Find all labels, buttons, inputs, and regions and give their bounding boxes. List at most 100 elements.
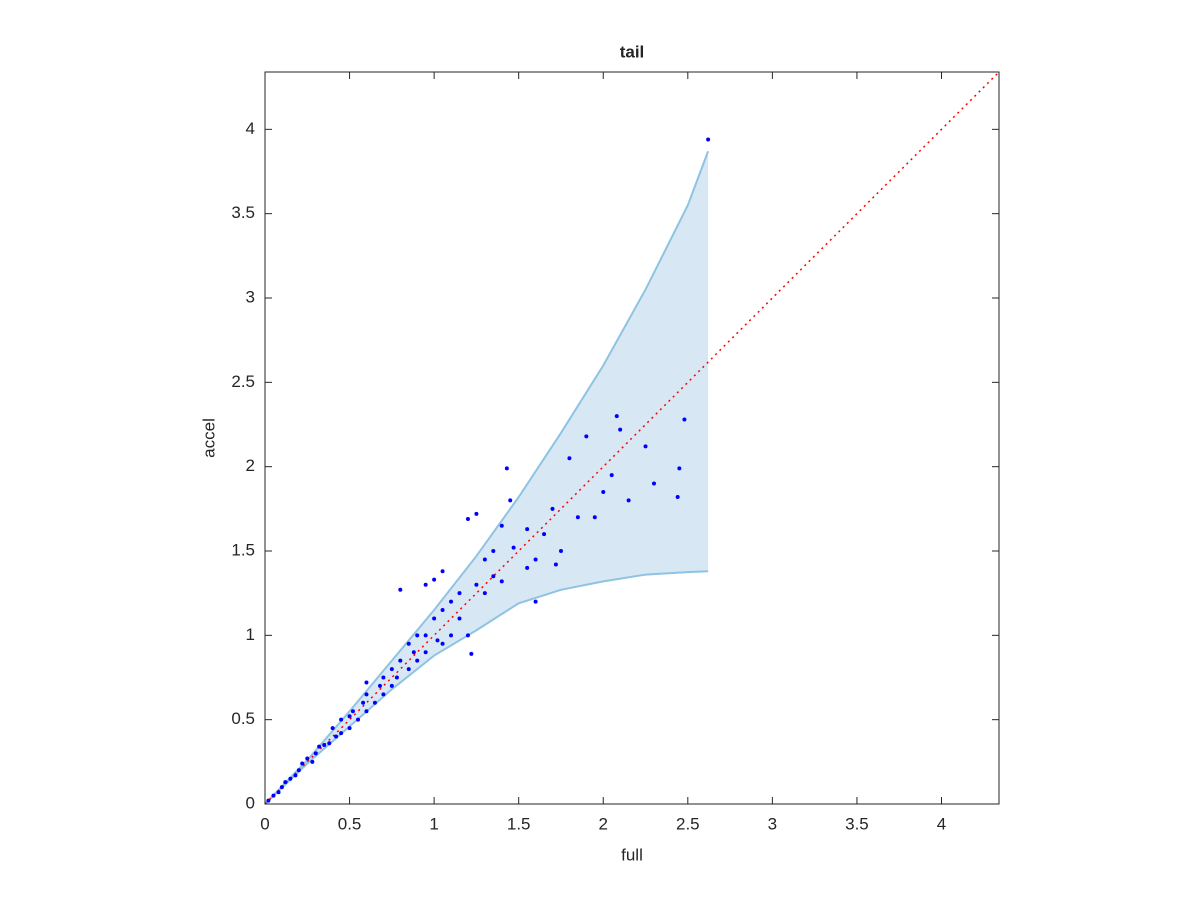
point xyxy=(288,776,293,781)
point xyxy=(423,633,428,638)
x-tick-label: 1.5 xyxy=(507,814,531,833)
point xyxy=(389,667,394,672)
point xyxy=(626,498,631,503)
point xyxy=(504,466,509,471)
axes-box xyxy=(264,71,1000,805)
point xyxy=(356,717,361,722)
x-tick-label: 0.5 xyxy=(338,814,362,833)
point xyxy=(279,785,284,790)
point xyxy=(542,532,547,537)
y-tick-label: 2.5 xyxy=(231,372,255,391)
point xyxy=(322,742,327,747)
point xyxy=(378,683,383,688)
point xyxy=(465,633,470,638)
point xyxy=(432,577,437,582)
point xyxy=(553,562,558,567)
point xyxy=(334,734,339,739)
point xyxy=(266,798,271,803)
chart-title: tail xyxy=(620,42,645,61)
point xyxy=(398,587,403,592)
point xyxy=(469,651,474,656)
point xyxy=(415,633,420,638)
point xyxy=(449,599,454,604)
point xyxy=(601,489,606,494)
point xyxy=(305,756,310,761)
point xyxy=(533,599,538,604)
point xyxy=(651,481,656,486)
y-tick-label: 3 xyxy=(246,287,255,306)
point xyxy=(491,549,496,554)
point xyxy=(423,582,428,587)
point xyxy=(440,641,445,646)
point xyxy=(499,523,504,528)
x-tick-label: 0 xyxy=(260,814,269,833)
point xyxy=(398,658,403,663)
point xyxy=(313,751,318,756)
y-tick-label: 0 xyxy=(246,793,255,812)
point xyxy=(465,516,470,521)
x-tick-label: 3 xyxy=(768,814,777,833)
x-tick-label: 2 xyxy=(599,814,608,833)
point xyxy=(440,608,445,613)
point xyxy=(643,444,648,449)
point xyxy=(575,515,580,520)
point xyxy=(558,549,563,554)
point xyxy=(271,793,276,798)
point xyxy=(381,675,386,680)
point xyxy=(533,557,538,562)
point xyxy=(300,761,305,766)
point xyxy=(614,414,619,419)
point xyxy=(406,641,411,646)
point xyxy=(432,616,437,621)
point xyxy=(411,650,416,655)
point xyxy=(592,515,597,520)
point xyxy=(364,709,369,714)
point xyxy=(339,731,344,736)
point xyxy=(457,616,462,621)
y-tick-label: 4 xyxy=(246,119,255,138)
point xyxy=(381,692,386,697)
x-tick-label: 1 xyxy=(429,814,438,833)
point xyxy=(364,680,369,685)
point xyxy=(350,709,355,714)
x-tick-label: 2.5 xyxy=(676,814,700,833)
point xyxy=(440,569,445,574)
point xyxy=(347,726,352,731)
y-axis-label: accel xyxy=(199,418,218,458)
point xyxy=(372,700,377,705)
point xyxy=(474,582,479,587)
point xyxy=(491,574,496,579)
point xyxy=(482,591,487,596)
y-tick-label: 0.5 xyxy=(231,709,255,728)
point xyxy=(406,667,411,672)
band-area xyxy=(265,151,709,804)
point xyxy=(525,565,530,570)
point xyxy=(677,466,682,471)
point xyxy=(682,417,687,422)
point xyxy=(415,658,420,663)
point xyxy=(525,527,530,532)
point xyxy=(618,427,623,432)
point xyxy=(283,780,288,785)
point xyxy=(584,434,589,439)
point xyxy=(508,498,513,503)
point xyxy=(394,675,399,680)
point xyxy=(330,726,335,731)
point xyxy=(474,511,479,516)
point xyxy=(482,557,487,562)
y-tick-label: 1.5 xyxy=(231,540,255,559)
point xyxy=(449,633,454,638)
point xyxy=(511,545,516,550)
x-axis-label: full xyxy=(621,845,643,864)
point xyxy=(327,741,332,746)
y-tick-label: 3.5 xyxy=(231,203,255,222)
point xyxy=(567,456,572,461)
x-tick-label: 3.5 xyxy=(845,814,869,833)
x-tick-label: 4 xyxy=(937,814,946,833)
point xyxy=(276,790,281,795)
point xyxy=(389,683,394,688)
point xyxy=(675,495,680,500)
point xyxy=(317,744,322,749)
point xyxy=(364,692,369,697)
